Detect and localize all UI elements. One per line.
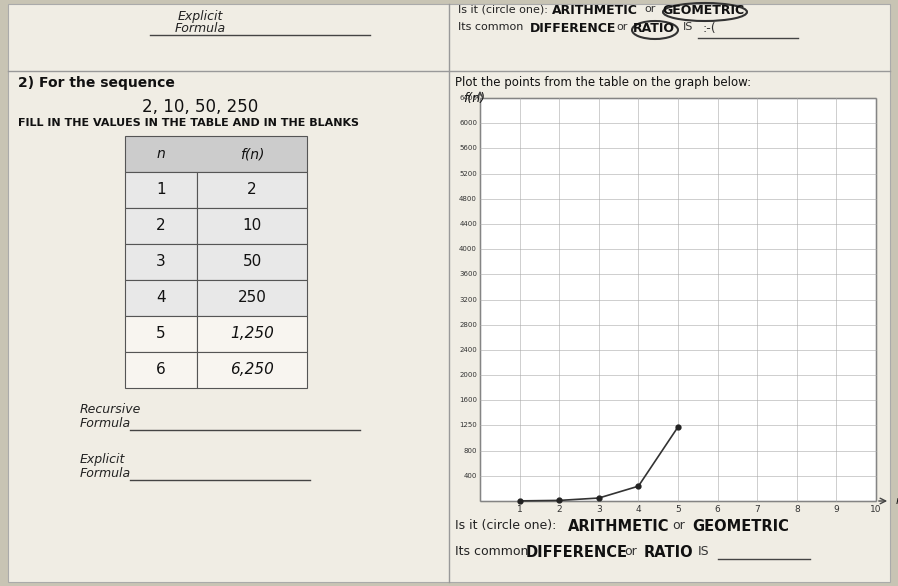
Text: 4400: 4400: [459, 221, 477, 227]
Text: 5600: 5600: [459, 145, 477, 151]
Text: or: or: [672, 519, 685, 532]
Text: Explicit: Explicit: [80, 453, 126, 466]
Text: 3: 3: [156, 254, 166, 270]
Text: 3: 3: [596, 505, 602, 514]
Text: 6,250: 6,250: [230, 363, 274, 377]
Text: 6: 6: [715, 505, 720, 514]
FancyBboxPatch shape: [125, 244, 197, 280]
Text: 1600: 1600: [459, 397, 477, 403]
Text: 250: 250: [238, 291, 267, 305]
Text: 3200: 3200: [459, 297, 477, 302]
Text: 2) For the sequence: 2) For the sequence: [18, 76, 175, 90]
Text: Recursive: Recursive: [80, 403, 141, 416]
Text: 1,250: 1,250: [230, 326, 274, 342]
Text: ARITHMETIC: ARITHMETIC: [568, 519, 670, 534]
Text: Formula: Formula: [174, 22, 225, 35]
FancyBboxPatch shape: [125, 280, 197, 316]
Text: GEOMETRIC: GEOMETRIC: [662, 4, 744, 17]
FancyBboxPatch shape: [197, 316, 307, 352]
FancyBboxPatch shape: [197, 352, 307, 388]
Text: 5: 5: [675, 505, 681, 514]
Text: Its common: Its common: [455, 545, 528, 558]
Text: Formula: Formula: [80, 417, 131, 430]
Text: 4: 4: [636, 505, 641, 514]
Text: 400: 400: [463, 473, 477, 479]
Text: IS: IS: [698, 545, 709, 558]
Text: 2000: 2000: [459, 372, 477, 378]
Text: 2: 2: [557, 505, 562, 514]
Text: GEOMETRIC: GEOMETRIC: [692, 519, 788, 534]
Text: DIFFERENCE: DIFFERENCE: [530, 22, 616, 35]
Text: RATIO: RATIO: [644, 545, 693, 560]
Text: 10: 10: [870, 505, 882, 514]
Text: 2: 2: [247, 182, 257, 197]
Text: Formula: Formula: [80, 467, 131, 480]
Text: Is it (circle one):: Is it (circle one):: [458, 4, 548, 14]
Text: IS: IS: [683, 22, 693, 32]
Text: 4000: 4000: [459, 246, 477, 252]
Text: FILL IN THE VALUES IN THE TABLE AND IN THE BLANKS: FILL IN THE VALUES IN THE TABLE AND IN T…: [18, 118, 359, 128]
FancyBboxPatch shape: [8, 4, 890, 582]
Text: Is it (circle one):: Is it (circle one):: [455, 519, 557, 532]
Text: RATIO: RATIO: [633, 22, 675, 35]
FancyBboxPatch shape: [197, 280, 307, 316]
Text: f(n): f(n): [240, 147, 264, 161]
Text: 5: 5: [156, 326, 166, 342]
FancyBboxPatch shape: [125, 208, 197, 244]
Text: :-(: :-(: [702, 22, 716, 35]
FancyBboxPatch shape: [125, 172, 197, 208]
Text: 6: 6: [156, 363, 166, 377]
Text: 800: 800: [463, 448, 477, 454]
FancyBboxPatch shape: [197, 172, 307, 208]
Text: 6000: 6000: [459, 120, 477, 126]
Text: 3600: 3600: [459, 271, 477, 277]
Text: 1: 1: [516, 505, 523, 514]
Text: 50: 50: [242, 254, 261, 270]
Text: 4800: 4800: [459, 196, 477, 202]
Text: 5200: 5200: [459, 171, 477, 176]
Text: Plot the points from the table on the graph below:: Plot the points from the table on the gr…: [455, 76, 751, 89]
Text: or: or: [644, 4, 656, 14]
Text: 6400: 6400: [459, 95, 477, 101]
Text: 1: 1: [156, 182, 166, 197]
Text: or: or: [624, 545, 637, 558]
Text: Its common: Its common: [458, 22, 524, 32]
Text: 10: 10: [242, 219, 261, 233]
Text: 7: 7: [754, 505, 760, 514]
Text: 4: 4: [156, 291, 166, 305]
Text: DIFFERENCE: DIFFERENCE: [526, 545, 628, 560]
Text: or: or: [616, 22, 628, 32]
FancyBboxPatch shape: [197, 208, 307, 244]
Text: n: n: [156, 147, 165, 161]
FancyBboxPatch shape: [197, 244, 307, 280]
FancyBboxPatch shape: [125, 316, 197, 352]
FancyBboxPatch shape: [480, 98, 876, 501]
Text: 2: 2: [156, 219, 166, 233]
Text: 2, 10, 50, 250: 2, 10, 50, 250: [142, 98, 258, 116]
FancyBboxPatch shape: [125, 352, 197, 388]
FancyBboxPatch shape: [125, 136, 307, 172]
Text: n: n: [896, 496, 898, 506]
Text: 8: 8: [794, 505, 800, 514]
Text: 2400: 2400: [459, 347, 477, 353]
Text: 9: 9: [833, 505, 840, 514]
Text: f(n): f(n): [463, 92, 485, 105]
Text: Explicit: Explicit: [177, 10, 223, 23]
Text: ARITHMETIC: ARITHMETIC: [552, 4, 638, 17]
Text: 2800: 2800: [459, 322, 477, 328]
Text: 1250: 1250: [459, 423, 477, 428]
